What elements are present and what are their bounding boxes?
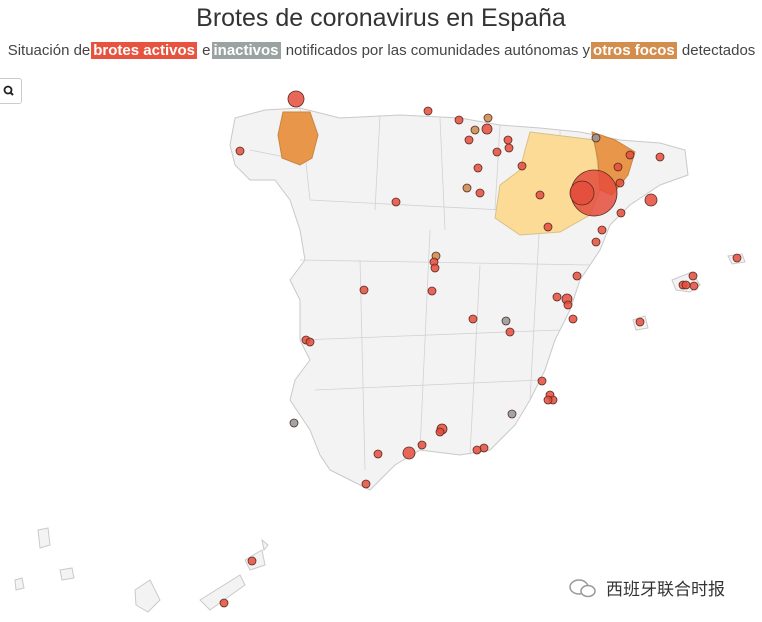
outbreak-marker xyxy=(543,222,553,232)
outbreak-marker xyxy=(475,188,485,198)
outbreak-marker xyxy=(454,115,464,125)
subtitle-active: brotes activos xyxy=(91,42,197,59)
outbreak-marker xyxy=(219,598,229,608)
outbreak-marker xyxy=(468,314,478,324)
outbreak-marker xyxy=(492,147,502,157)
outbreak-marker xyxy=(462,183,472,193)
outbreak-marker xyxy=(501,316,511,326)
search-icon xyxy=(3,85,14,96)
outbreak-marker xyxy=(289,418,299,428)
zoom-button[interactable] xyxy=(0,78,22,104)
outbreak-marker xyxy=(235,146,245,156)
outbreak-marker xyxy=(535,190,545,200)
outbreak-marker xyxy=(505,327,515,337)
outbreak-marker xyxy=(689,281,699,291)
outbreak-marker xyxy=(247,556,257,566)
outbreak-marker xyxy=(423,106,433,116)
outbreak-marker xyxy=(464,135,474,145)
outbreak-marker xyxy=(597,225,607,235)
outbreak-marker xyxy=(681,280,691,290)
outbreak-marker xyxy=(361,479,371,489)
outbreak-marker xyxy=(472,445,482,455)
subtitle-other: otros focos xyxy=(591,42,677,59)
outbreak-marker xyxy=(732,253,742,263)
outbreak-marker xyxy=(569,180,595,206)
subtitle-text: detectados xyxy=(681,42,756,59)
subtitle-text: Situación de xyxy=(7,42,91,59)
watermark-text: 西班牙联合时报 xyxy=(606,580,725,599)
watermark: 西班牙联合时报 xyxy=(568,575,725,600)
outbreak-marker xyxy=(287,90,305,108)
outbreak-marker xyxy=(507,409,517,419)
outbreak-marker xyxy=(373,449,383,459)
outbreak-marker xyxy=(470,125,480,135)
outbreak-marker xyxy=(359,285,369,295)
region-asturias xyxy=(277,111,319,166)
outbreak-marker xyxy=(615,178,625,188)
outbreak-marker xyxy=(481,123,493,135)
outbreak-marker xyxy=(563,300,573,310)
outbreak-marker xyxy=(568,314,578,324)
outbreak-marker xyxy=(305,337,315,347)
title: Brotes de coronavirus en España xyxy=(196,4,566,32)
island xyxy=(14,527,269,613)
outbreak-marker xyxy=(417,440,427,450)
outbreak-marker xyxy=(427,286,437,296)
outbreak-marker xyxy=(473,163,483,173)
outbreak-marker xyxy=(391,197,401,207)
outbreak-marker xyxy=(635,317,645,327)
outbreak-marker xyxy=(591,237,601,247)
outbreak-marker xyxy=(591,133,601,143)
outbreak-marker xyxy=(435,427,445,437)
outbreak-marker xyxy=(572,271,582,281)
wechat-icon xyxy=(569,578,596,597)
outbreak-marker xyxy=(517,161,527,171)
outbreak-marker xyxy=(543,395,553,405)
outbreak-marker xyxy=(503,135,513,145)
outbreak-marker xyxy=(402,446,416,460)
outbreak-marker xyxy=(616,208,626,218)
outbreak-marker xyxy=(552,292,562,302)
subtitle-text: notificados por las comunidades autónoma… xyxy=(285,42,591,59)
outbreak-marker xyxy=(483,113,493,123)
subtitle-inactive: inactivos xyxy=(211,42,281,59)
outbreak-marker xyxy=(625,150,635,160)
subtitle-text: e xyxy=(202,42,211,59)
outbreak-marker xyxy=(688,271,698,281)
outbreak-marker xyxy=(644,193,658,207)
outbreaks xyxy=(219,90,742,608)
subtitle: Situación de brotes activos e inactivos no… xyxy=(0,42,762,59)
outbreak-marker xyxy=(655,152,665,162)
outbreak-marker xyxy=(537,376,547,386)
outbreak-marker xyxy=(430,263,440,273)
outbreak-marker xyxy=(504,143,514,153)
outbreak-marker xyxy=(613,162,623,172)
